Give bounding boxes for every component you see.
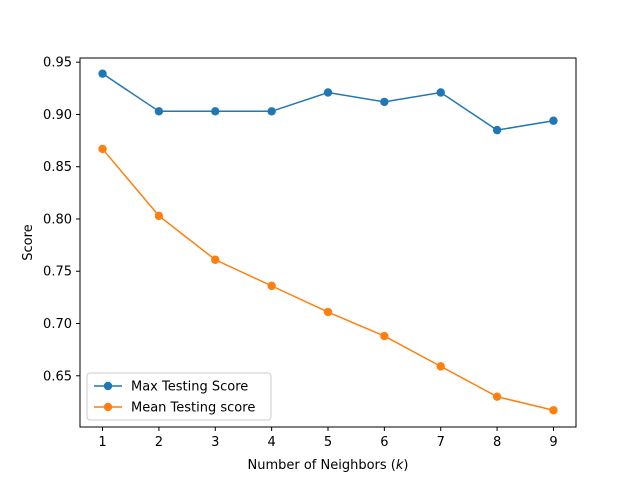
data-point (492, 392, 502, 401)
data-point (98, 69, 107, 78)
legend: Max Testing Score Mean Testing score (86, 372, 272, 421)
data-point (154, 211, 164, 221)
legend-entry: Max Testing Score (94, 380, 248, 395)
y-tick-label: 0.90 (43, 108, 72, 123)
y-tick-label: 0.70 (43, 317, 72, 332)
legend-marker (103, 381, 113, 391)
legend-label: Max Testing Score (131, 380, 248, 395)
x-tick-label: 6 (380, 435, 388, 450)
series-layer (98, 69, 558, 415)
data-point (211, 107, 220, 116)
data-point (98, 144, 107, 154)
x-tick-label: 1 (98, 435, 106, 450)
y-tick-label: 0.80 (43, 212, 72, 227)
legend-label: Mean Testing score (131, 401, 255, 416)
x-axis-label: Number of Neighbors (k) (248, 458, 409, 473)
data-point (323, 88, 333, 97)
x-tick-label: 3 (211, 435, 219, 450)
series-2 (98, 144, 558, 415)
data-point (267, 281, 276, 291)
x-tick-label: 5 (324, 435, 332, 450)
y-tick-label: 0.75 (43, 265, 72, 280)
x-tick-label: 4 (267, 435, 275, 450)
data-point (492, 125, 502, 135)
data-point (436, 362, 445, 371)
series-1 (98, 69, 558, 135)
data-point (549, 406, 558, 415)
x-tick-label: 8 (493, 435, 501, 450)
legend-entry: Mean Testing score (94, 401, 255, 416)
data-point (380, 331, 389, 341)
x-tick-label: 2 (155, 435, 163, 450)
data-point (267, 107, 276, 116)
y-tick-label: 0.85 (43, 160, 72, 175)
y-axis-label: Score (21, 224, 36, 260)
legend-marker (103, 402, 113, 412)
x-tick-label: 9 (549, 435, 557, 450)
plot-area (80, 58, 576, 427)
data-point (323, 307, 333, 317)
x-tick-label: 7 (437, 435, 445, 450)
x-axis: 1 2 3 4 5 6 7 8 9 (98, 427, 558, 450)
y-tick-label: 0.95 (43, 56, 72, 71)
y-tick-label: 0.65 (43, 369, 72, 384)
y-axis: 0.65 0.70 0.75 0.80 0.85 0.90 0.95 (43, 56, 80, 384)
data-point (211, 255, 220, 264)
data-point (436, 88, 445, 97)
legend-box (86, 372, 272, 421)
data-point (380, 97, 389, 107)
data-point (549, 116, 558, 125)
data-point (154, 107, 164, 116)
